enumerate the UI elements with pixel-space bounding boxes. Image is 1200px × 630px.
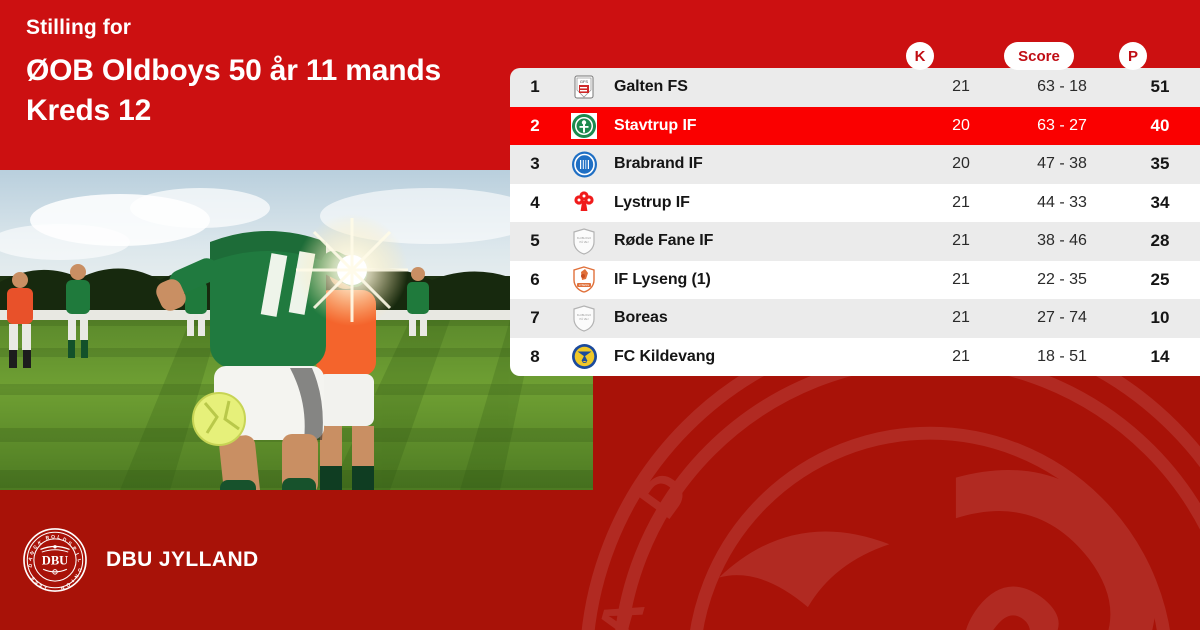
table-header-pills: K Score P [510, 42, 1200, 70]
row-rank: 5 [530, 231, 540, 251]
footer-org-name: DBU JYLLAND [106, 548, 259, 571]
svg-text:DBU: DBU [42, 554, 68, 568]
svg-text:B: B [45, 535, 50, 541]
table-row[interactable]: 2 Stavtrup IF 20 63 - 27 40 [510, 106, 1200, 145]
generic-shield-logo: KLUBLOGO PÅ VEJ [560, 305, 608, 332]
svg-text:PÅ VEJ: PÅ VEJ [580, 316, 590, 321]
svg-text:D: D [28, 563, 35, 569]
row-team-name: Lystrup IF [614, 193, 690, 211]
svg-text:S: S [66, 540, 73, 547]
row-team-name: FC Kildevang [614, 347, 716, 365]
if-lyseng-logo: LYSENG [560, 266, 608, 293]
svg-text:L: L [56, 534, 61, 541]
row-points: 14 [1150, 346, 1170, 366]
svg-text:L: L [76, 558, 83, 563]
row-points: 28 [1150, 231, 1170, 251]
svg-text:A: A [27, 556, 34, 563]
row-rank: 6 [530, 269, 540, 289]
header-kicker: Stilling for [26, 16, 132, 39]
brabrand-if-logo [560, 151, 608, 178]
row-score: 18 - 51 [1037, 347, 1087, 365]
row-team-name: Røde Fane IF [614, 232, 714, 250]
svg-text:P: P [71, 546, 78, 553]
table-row[interactable]: 7 KLUBLOGO PÅ VEJ Boreas 21 27 - 74 10 [510, 299, 1200, 338]
svg-text:KLUBLOGO: KLUBLOGO [577, 313, 591, 317]
row-score: 63 - 18 [1037, 78, 1087, 96]
column-header-p: P [1119, 42, 1147, 70]
row-rank: 4 [530, 192, 540, 212]
footer-bar: DBU D A N S K B O L D S P I L U N I O N … [0, 490, 1200, 630]
row-score: 22 - 35 [1037, 270, 1087, 288]
svg-text:LYSENG: LYSENG [579, 283, 589, 287]
row-matches: 21 [952, 309, 970, 327]
row-rank: 1 [530, 77, 540, 97]
svg-text:GFS: GFS [580, 79, 589, 84]
row-team-name: Galten FS [614, 78, 688, 96]
dbu-seal-logo: DBU D A N S K B O L D S P I L U N I O N … [23, 528, 87, 592]
svg-text:PÅ VEJ: PÅ VEJ [580, 239, 590, 244]
table-row[interactable]: 4 Lystrup IF 21 44 - 33 34 [510, 183, 1200, 222]
row-matches: 21 [952, 347, 970, 365]
row-points: 10 [1150, 308, 1170, 328]
svg-text:O: O [51, 534, 55, 540]
svg-text:N: N [29, 550, 36, 557]
svg-text:D: D [61, 537, 67, 544]
column-header-score: Score [1004, 42, 1074, 70]
svg-text:I: I [74, 552, 80, 556]
row-points: 40 [1150, 115, 1170, 135]
row-team-name: IF Lyseng (1) [614, 270, 711, 288]
lystrup-if-logo [560, 190, 608, 216]
row-score: 27 - 74 [1037, 309, 1087, 327]
row-points: 35 [1150, 154, 1170, 174]
generic-shield-logo: KLUBLOGO PÅ VEJ [560, 228, 608, 255]
row-team-name: Stavtrup IF [614, 116, 697, 134]
column-header-k: K [906, 42, 934, 70]
svg-text:U: U [76, 567, 83, 573]
photo-illustration [0, 170, 593, 490]
row-score: 38 - 46 [1037, 232, 1087, 250]
table-row[interactable]: 6 LYSENG IF Lyseng (1) 21 22 - 35 25 [510, 260, 1200, 299]
row-matches: 21 [952, 270, 970, 288]
table-row[interactable]: 1 GFS Galten FS 21 63 - 18 51 [510, 68, 1200, 107]
table-row[interactable]: 3 Brabrand IF 20 47 - 38 35 [510, 145, 1200, 184]
row-rank: 8 [530, 346, 540, 366]
row-score: 44 - 33 [1037, 193, 1087, 211]
row-matches: 20 [952, 116, 970, 134]
svg-text:8: 8 [34, 579, 40, 586]
svg-text:KLUBLOGO: KLUBLOGO [577, 236, 591, 240]
galten-fs-logo: GFS [560, 74, 608, 100]
football-match-photo [0, 170, 593, 490]
row-rank: 2 [530, 115, 540, 135]
row-points: 51 [1150, 77, 1170, 97]
page-title: ØOB Oldboys 50 år 11 mands Kreds 12 [26, 54, 441, 127]
row-team-name: Boreas [614, 309, 668, 327]
svg-text:8: 8 [38, 582, 43, 589]
row-points: 34 [1150, 192, 1170, 212]
row-matches: 20 [952, 155, 970, 173]
svg-text:S: S [32, 544, 39, 551]
svg-text:I: I [69, 578, 75, 584]
stavtrup-if-logo [560, 112, 608, 140]
row-matches: 21 [952, 232, 970, 250]
standings-table: 1 GFS Galten FS 21 63 - 18 51 2 Stavtrup… [510, 68, 1200, 376]
row-matches: 21 [952, 193, 970, 211]
table-row[interactable]: 5 KLUBLOGO PÅ VEJ Røde Fane IF 21 38 - 46… [510, 222, 1200, 261]
row-team-name: Brabrand IF [614, 155, 703, 173]
svg-text:G: G [581, 358, 587, 365]
svg-text:9: 9 [30, 575, 36, 581]
svg-text:1: 1 [43, 584, 47, 590]
svg-text:N: N [59, 584, 65, 591]
row-rank: 7 [530, 308, 540, 328]
header-text-block: Stilling for ØOB Oldboys 50 år 11 mands … [26, 16, 441, 131]
row-points: 25 [1150, 269, 1170, 289]
fc-kildevang-logo: G [560, 343, 608, 370]
table-row[interactable]: 8 G FC Kildevang 21 18 - 51 14 [510, 337, 1200, 376]
svg-text:N: N [72, 573, 79, 580]
row-matches: 21 [952, 78, 970, 96]
row-score: 47 - 38 [1037, 155, 1087, 173]
svg-text:O: O [64, 581, 71, 588]
row-rank: 3 [530, 154, 540, 174]
row-score: 63 - 27 [1037, 116, 1087, 134]
svg-text:K: K [37, 540, 43, 547]
